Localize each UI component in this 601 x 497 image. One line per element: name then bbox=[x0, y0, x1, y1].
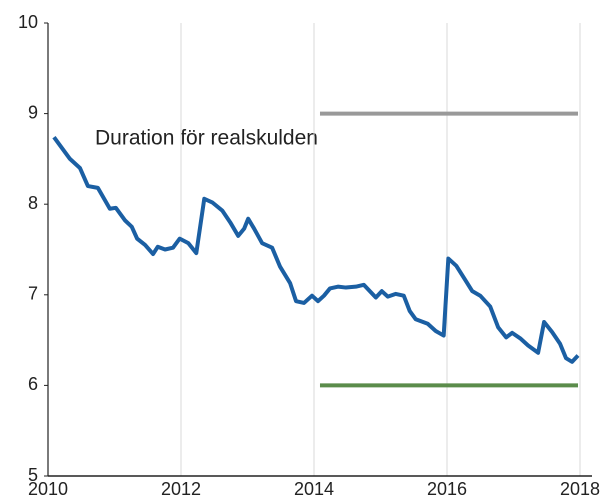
x-tick-label: 2018 bbox=[560, 479, 600, 497]
series-line bbox=[52, 135, 580, 364]
y-tick-label: 10 bbox=[18, 12, 38, 32]
y-tick-label: 9 bbox=[28, 102, 38, 122]
y-tick-label: 7 bbox=[28, 284, 38, 304]
y-tick-label: 8 bbox=[28, 193, 38, 213]
x-tick-label: 2010 bbox=[28, 479, 68, 497]
x-tick-label: 2016 bbox=[427, 479, 467, 497]
y-tick-label: 5 bbox=[28, 465, 38, 485]
x-tick-label: 2014 bbox=[294, 479, 334, 497]
x-tick-label: 2012 bbox=[161, 479, 201, 497]
annotation: Duration för realskulden bbox=[95, 127, 318, 150]
y-tick-label: 6 bbox=[28, 374, 38, 394]
